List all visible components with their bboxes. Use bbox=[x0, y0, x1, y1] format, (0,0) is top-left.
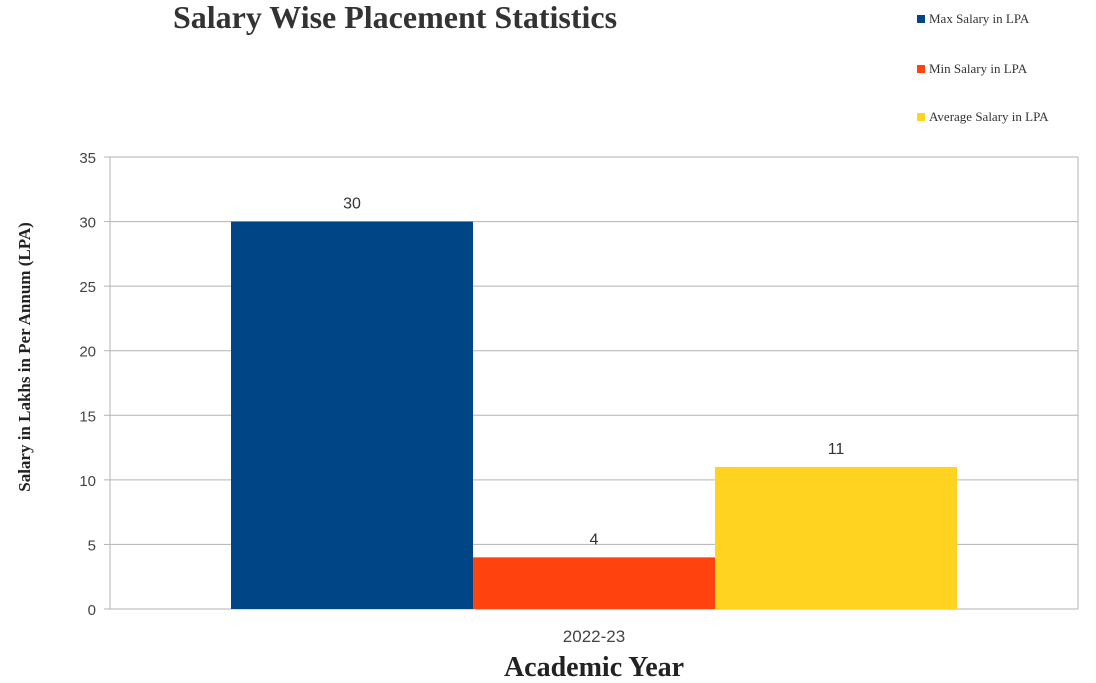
bar bbox=[231, 221, 473, 610]
y-tick-label: 25 bbox=[79, 279, 96, 296]
y-tick-label: 20 bbox=[79, 344, 96, 361]
legend-swatch bbox=[917, 113, 925, 121]
legend-swatch bbox=[917, 15, 925, 23]
y-tick-label: 0 bbox=[88, 602, 96, 619]
y-axis-ticks: 0 5 10 15 20 25 30 35 bbox=[79, 150, 96, 619]
bar bbox=[715, 466, 957, 609]
data-label: 11 bbox=[828, 441, 845, 458]
legend-label: Average Salary in LPA bbox=[929, 109, 1049, 124]
y-axis-title: Salary in Lakhs in Per Annum (LPA) bbox=[15, 222, 34, 492]
data-label: 30 bbox=[343, 196, 361, 213]
y-tick-label: 10 bbox=[79, 473, 96, 490]
y-tick-label: 5 bbox=[88, 537, 96, 554]
legend: Max Salary in LPA Min Salary in LPA Averag… bbox=[917, 11, 1049, 124]
data-label: 4 bbox=[590, 531, 599, 548]
bar bbox=[473, 557, 715, 609]
y-tick-label: 15 bbox=[79, 408, 96, 425]
data-labels: 30 4 11 bbox=[343, 196, 844, 549]
bars bbox=[231, 221, 957, 610]
y-tick-label: 30 bbox=[79, 215, 96, 232]
chart-title: Salary Wise Placement Statistics bbox=[173, 0, 617, 35]
x-axis-title: Academic Year bbox=[504, 652, 684, 683]
y-tick-label: 35 bbox=[79, 150, 96, 167]
x-category-label: 2022-23 bbox=[563, 627, 625, 646]
legend-label: Max Salary in LPA bbox=[929, 11, 1030, 26]
legend-swatch bbox=[917, 65, 925, 73]
legend-label: Min Salary in LPA bbox=[929, 61, 1028, 76]
